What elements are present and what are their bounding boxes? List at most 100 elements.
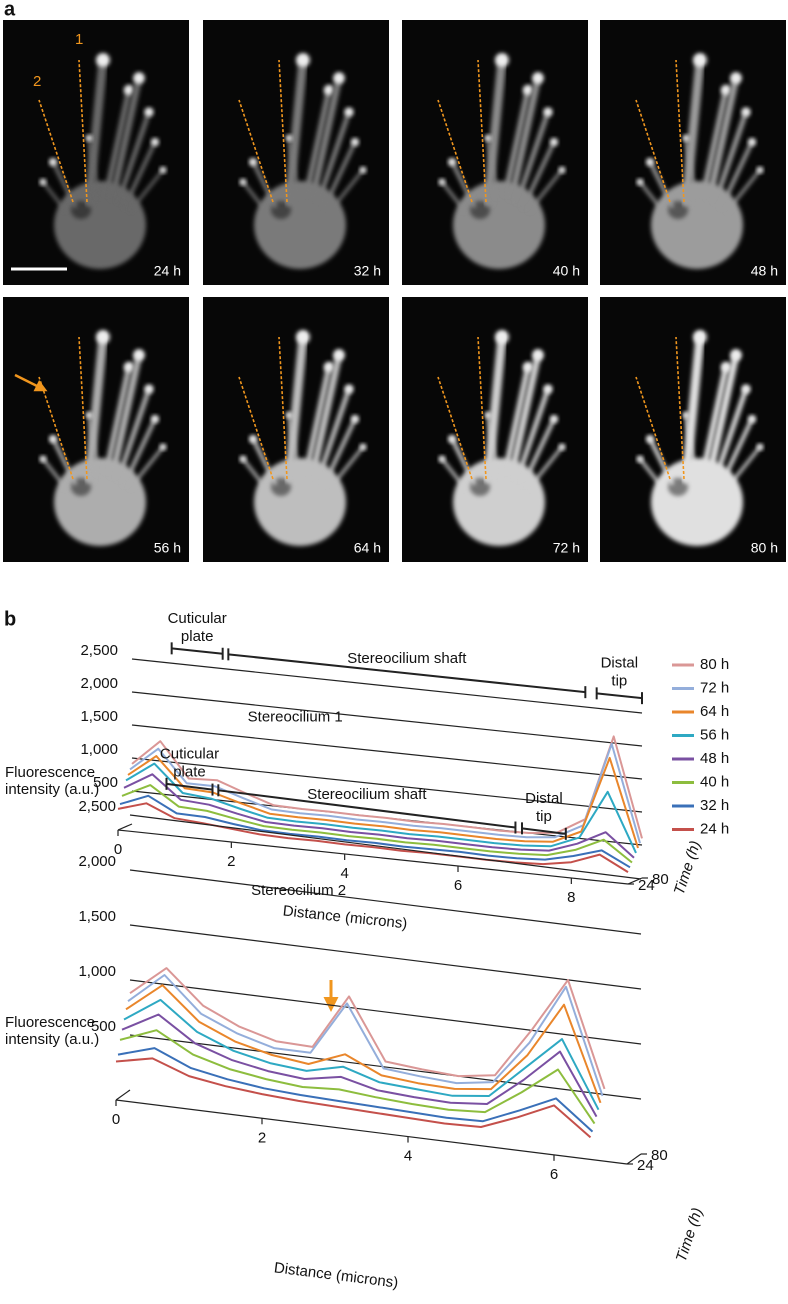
x-tick-label: 6 xyxy=(550,1166,558,1183)
stereocilium xyxy=(522,140,556,208)
stereocilium xyxy=(309,351,343,477)
region-label: Distal xyxy=(525,790,563,807)
stereocilium xyxy=(648,160,674,208)
trace-line xyxy=(38,99,74,203)
region-bracket xyxy=(171,647,223,655)
stereocilium-tip xyxy=(249,158,257,166)
stereocilium-tip xyxy=(333,349,345,361)
y-tick-label: 1,000 xyxy=(80,741,118,758)
micrograph: 56 h xyxy=(3,297,189,562)
stereocilium-tip xyxy=(323,361,335,373)
stereocilium-tip xyxy=(49,435,57,443)
region-label: Distal xyxy=(601,655,639,672)
stereocilium xyxy=(116,386,152,480)
micrograph: 24 h 1 2 xyxy=(3,20,189,285)
time-label: 40 h xyxy=(553,263,580,279)
panel-label: a xyxy=(4,0,16,20)
region-label: plate xyxy=(173,764,206,781)
time-label: 32 h xyxy=(354,263,381,279)
stereocilium xyxy=(515,109,551,203)
stereocilium-tip xyxy=(151,138,159,146)
stereocilium xyxy=(508,351,542,477)
stereocilium-tip xyxy=(144,107,154,117)
stereocilium xyxy=(720,140,754,208)
stereocilium-tip xyxy=(741,384,751,394)
stereocilium-tip xyxy=(682,134,690,142)
stereocilium xyxy=(251,437,277,485)
stereocilium-tip xyxy=(484,411,492,419)
trace-line xyxy=(477,336,487,480)
x-tick-label: 4 xyxy=(404,1148,412,1165)
trace-line xyxy=(477,59,487,203)
stereocilium-tip xyxy=(495,53,509,67)
x-tick-label: 0 xyxy=(114,841,122,858)
series-line xyxy=(117,1047,594,1133)
stereocilium-tip xyxy=(720,361,732,373)
stereocilium xyxy=(638,180,664,212)
y-axis-label: Fluorescence xyxy=(5,1014,95,1031)
x-axis xyxy=(115,1099,628,1165)
stereocilium xyxy=(316,109,352,203)
stereocilium-tip xyxy=(646,435,654,443)
stereocilium xyxy=(51,437,77,485)
chart-title: Stereocilium 1 xyxy=(248,708,343,725)
legend-label: 48 h xyxy=(700,750,729,767)
stereocilium xyxy=(508,74,542,200)
stereocilium xyxy=(440,180,466,212)
stereocilium xyxy=(51,160,77,208)
x-tick-label: 8 xyxy=(567,889,575,906)
micrograph: 64 h xyxy=(203,297,389,562)
z-tick-label: 24 xyxy=(637,1157,654,1174)
z-tick-label: 80 xyxy=(651,1147,668,1164)
region-bracket xyxy=(166,782,213,791)
time-label: 48 h xyxy=(751,263,778,279)
stereocilium xyxy=(483,55,507,207)
beam-label: 1 xyxy=(75,31,83,48)
z-axis xyxy=(626,1153,642,1165)
stereocilium xyxy=(726,445,762,489)
legend-label: 80 h xyxy=(700,656,729,673)
annotation-arrow xyxy=(14,373,48,392)
grid-line xyxy=(131,724,643,780)
stereocilium xyxy=(483,332,507,484)
x-tick-label: 0 xyxy=(112,1111,120,1128)
y-tick-label: 2,500 xyxy=(78,798,116,815)
stereocilium-tip xyxy=(532,72,544,84)
x-axis-label: Distance (microns) xyxy=(282,902,408,932)
stereocilium xyxy=(84,55,108,207)
stereocilium xyxy=(304,87,332,195)
stereocilium xyxy=(284,55,308,207)
grid-line xyxy=(129,924,642,990)
trace-line xyxy=(437,376,473,480)
stereocilium-tip xyxy=(558,166,566,174)
stereocilium-tip xyxy=(748,415,756,423)
stereocilium-tip xyxy=(484,134,492,142)
stereocilium-tip xyxy=(543,384,553,394)
y-tick-label: 1,500 xyxy=(80,708,118,725)
z-axis-label: Time (h) xyxy=(671,839,704,897)
legend-label: 56 h xyxy=(700,726,729,743)
trace-line xyxy=(238,376,274,480)
stereocilium-tip xyxy=(296,330,310,344)
z-edge xyxy=(117,823,133,831)
micrograph: 80 h xyxy=(600,297,786,562)
y-tick-label: 500 xyxy=(91,1018,116,1035)
series-line xyxy=(117,802,629,873)
stereocilium-tip xyxy=(144,384,154,394)
stereocilium xyxy=(450,160,476,208)
region-label: tip xyxy=(611,673,627,690)
series-line xyxy=(129,742,641,844)
stereocilium-tip xyxy=(133,72,145,84)
stereocilium xyxy=(681,332,705,484)
stereocilium-tip xyxy=(333,72,345,84)
trace-line xyxy=(635,99,671,203)
stereocilium xyxy=(713,386,749,480)
stereocilium xyxy=(638,457,664,489)
z-axis-label: Time (h) xyxy=(673,1206,706,1264)
trace-line xyxy=(38,376,74,480)
stereocilium xyxy=(706,74,740,200)
series-line xyxy=(123,998,600,1111)
trace-line xyxy=(675,59,685,203)
stereocilium xyxy=(648,437,674,485)
